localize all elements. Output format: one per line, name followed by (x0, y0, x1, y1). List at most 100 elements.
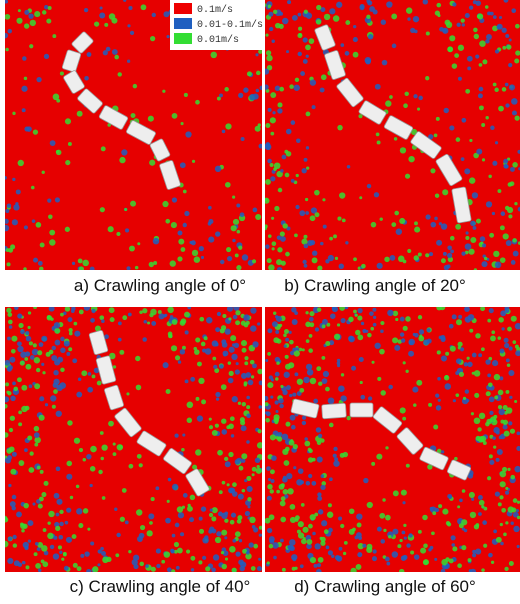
particle (503, 159, 508, 164)
particle (84, 551, 89, 556)
particle (7, 337, 11, 341)
particle (508, 182, 513, 187)
particle (20, 522, 23, 525)
particle (185, 131, 191, 137)
particle (461, 252, 465, 256)
particle (512, 110, 517, 115)
particle (185, 379, 189, 383)
particle (228, 452, 233, 457)
particle (217, 312, 221, 316)
particle (296, 139, 300, 143)
particle (377, 263, 383, 269)
particle (308, 348, 313, 353)
particle (270, 176, 275, 181)
particle (337, 217, 341, 221)
particle (477, 13, 483, 19)
particle (513, 251, 519, 257)
particle (258, 49, 262, 53)
particle (23, 267, 27, 271)
particle (265, 179, 271, 185)
particle (488, 382, 493, 387)
particle (473, 226, 477, 230)
particle (7, 558, 13, 564)
particle (194, 256, 200, 262)
particle (168, 334, 173, 339)
particle (469, 492, 475, 498)
particle (360, 395, 365, 400)
particle (451, 535, 456, 540)
particle (304, 441, 310, 447)
particle (282, 449, 288, 455)
particle (199, 529, 204, 534)
particle (335, 257, 338, 260)
particle (172, 484, 178, 490)
particle (383, 529, 386, 532)
particle (289, 394, 292, 397)
particle (445, 20, 451, 26)
particle (246, 405, 250, 409)
particle (502, 28, 507, 33)
particle (149, 160, 155, 166)
particle (98, 470, 102, 474)
particle (452, 543, 455, 546)
particle (470, 569, 476, 575)
particle (140, 562, 144, 566)
particle (147, 530, 153, 536)
particle (230, 416, 235, 421)
particle (438, 504, 442, 508)
particle (10, 416, 15, 421)
particle (215, 537, 221, 543)
particle (309, 38, 315, 44)
particle (236, 362, 239, 365)
particle (109, 307, 115, 313)
particle (225, 329, 231, 335)
particle (321, 356, 325, 360)
particle (28, 326, 31, 329)
particle (483, 544, 487, 548)
particle (403, 103, 408, 108)
particle (28, 14, 33, 19)
particle (316, 19, 322, 25)
particle (122, 315, 127, 320)
particle (54, 328, 60, 334)
particle (79, 266, 84, 271)
particle (190, 495, 196, 501)
particle (205, 566, 210, 571)
figure: 0.1m/s0.01-0.1m/s0.01m/s a) Crawling ang… (0, 0, 520, 604)
particle (141, 4, 147, 10)
particle (201, 256, 204, 259)
particle (267, 258, 272, 263)
particle (468, 314, 475, 321)
particle (474, 34, 479, 39)
particle (449, 125, 454, 130)
particle (496, 537, 502, 543)
particle (161, 560, 165, 564)
particle (418, 530, 422, 534)
particle (414, 227, 420, 233)
particle (65, 306, 70, 311)
particle (65, 227, 70, 232)
particle (442, 189, 448, 195)
particle (502, 87, 507, 92)
particle (55, 340, 61, 346)
particle (405, 174, 410, 179)
particle (17, 377, 22, 382)
particle (433, 425, 438, 430)
particle (99, 13, 105, 19)
particle (177, 548, 183, 554)
particle (416, 380, 422, 386)
particle (25, 364, 31, 370)
particle (486, 391, 491, 396)
particle (265, 33, 268, 36)
particle (276, 361, 280, 365)
particle (475, 54, 479, 58)
particle (380, 539, 385, 544)
particle (270, 132, 274, 136)
particle (498, 390, 504, 396)
particle (14, 306, 18, 310)
particle (175, 355, 180, 360)
particle (321, 474, 325, 478)
particle (56, 150, 59, 153)
particle (282, 477, 288, 483)
particle (264, 224, 268, 228)
